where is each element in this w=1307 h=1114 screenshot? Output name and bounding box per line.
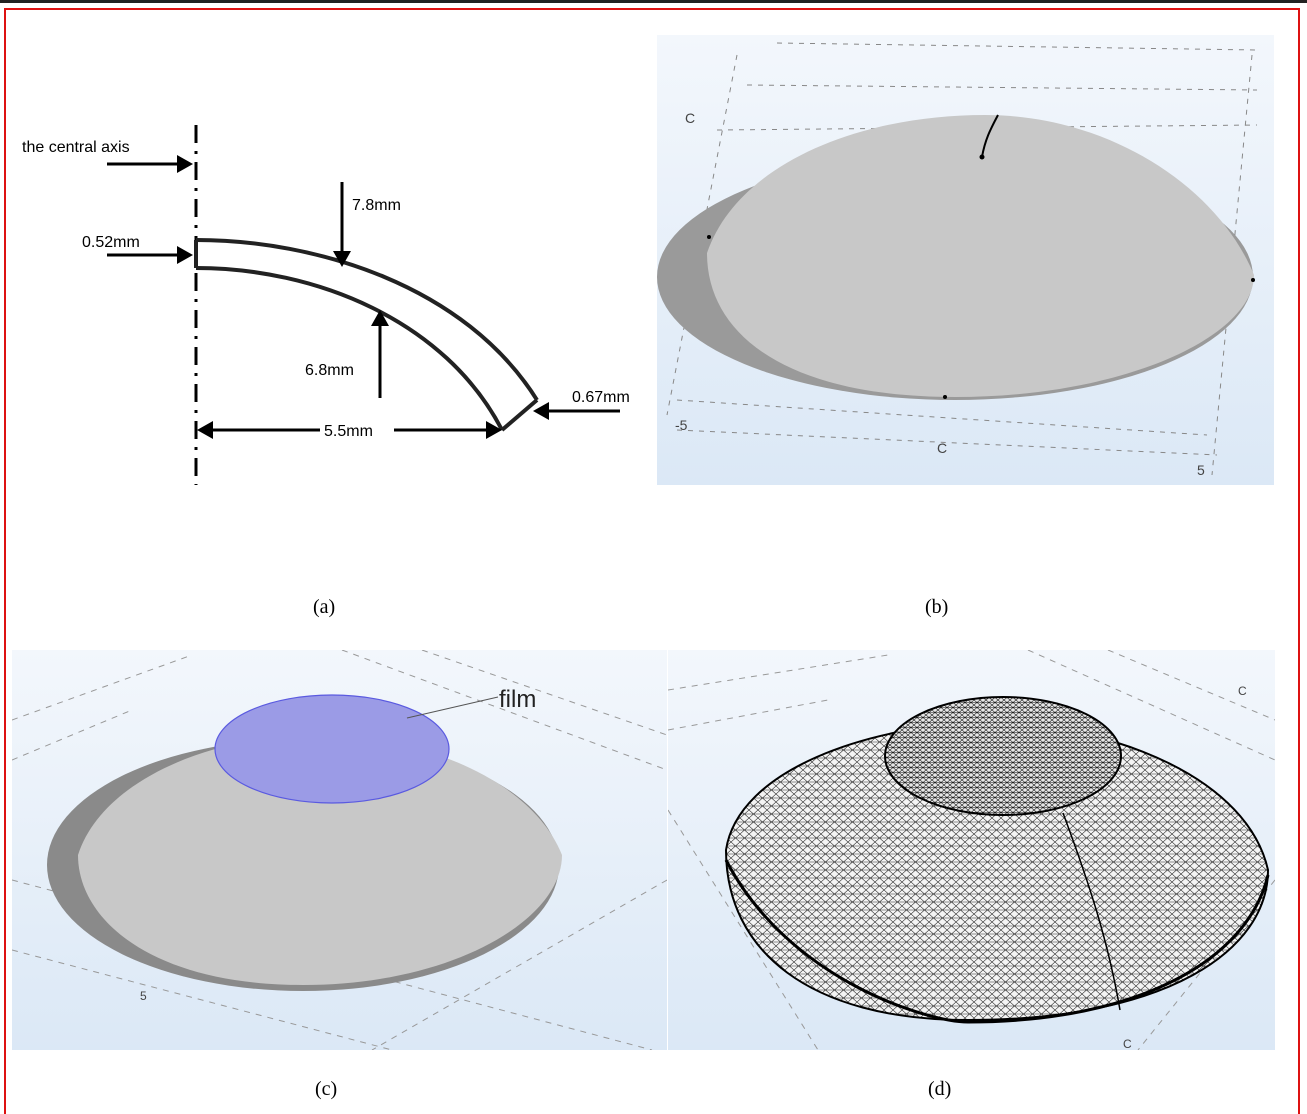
film-leader-line bbox=[406, 696, 499, 719]
caption-d: (d) bbox=[928, 1078, 952, 1100]
mesh-bottom-rim bbox=[724, 859, 1270, 1024]
outer-radius-label: 7.8mm bbox=[352, 197, 401, 214]
panel-b-viewport: C -5 C 5 bbox=[657, 35, 1274, 485]
outer-arc bbox=[195, 238, 539, 402]
film-label: film bbox=[499, 686, 536, 713]
width-label-bg bbox=[320, 419, 394, 439]
axis-arrowhead bbox=[177, 155, 193, 173]
panel-c-viewport: film 5 bbox=[12, 650, 667, 1050]
film-ellipse bbox=[214, 694, 450, 804]
thickness-top-arrowhead bbox=[177, 246, 193, 264]
schematic-svg: the central axis 0.52mm 7.8mm 6.8mm 5.5m… bbox=[22, 125, 630, 485]
vertex-point bbox=[979, 154, 985, 160]
inner-radius-label: 6.8mm bbox=[305, 362, 354, 379]
thickness-top-label: 0.52mm bbox=[82, 234, 140, 251]
inner-arc bbox=[195, 266, 504, 431]
mesh-film-region bbox=[884, 696, 1122, 816]
tick-label-top-right: C bbox=[1238, 684, 1247, 698]
tick-label-bottom-left: 5 bbox=[140, 989, 147, 1003]
width-arrowhead-left bbox=[197, 421, 213, 439]
thickness-edge-label: 0.67mm bbox=[572, 389, 630, 406]
caption-a: (a) bbox=[313, 596, 336, 618]
mesh-seam-line bbox=[1062, 812, 1121, 1011]
edge-point-right bbox=[1251, 278, 1255, 282]
tick-label-left-top: C bbox=[685, 110, 695, 126]
axis-label: the central axis bbox=[22, 139, 130, 156]
tick-label-mid: C bbox=[937, 440, 947, 456]
panel-c-svg: film 5 bbox=[12, 650, 667, 1050]
tick-label-right: 5 bbox=[1197, 462, 1205, 478]
lens-edge-curve bbox=[981, 114, 999, 158]
caption-b: (b) bbox=[925, 596, 949, 618]
lens-surface bbox=[78, 735, 562, 985]
panel-b-svg: C -5 C 5 bbox=[657, 42, 1258, 478]
edge-point-bottom bbox=[943, 395, 947, 399]
outer-radius-arrowhead bbox=[333, 251, 351, 267]
edge-line bbox=[500, 398, 539, 432]
inner-radius-arrowhead bbox=[371, 310, 389, 326]
panel-d-svg: C C bbox=[668, 650, 1275, 1050]
mesh-lens-surface bbox=[724, 720, 1270, 1022]
panel-a-schematic: the central axis 0.52mm 7.8mm 6.8mm 5.5m… bbox=[15, 110, 655, 490]
thickness-edge-arrowhead bbox=[533, 402, 549, 420]
tick-label-bottom: C bbox=[1123, 1037, 1132, 1050]
tick-label-left: -5 bbox=[675, 417, 688, 433]
figure-frame bbox=[4, 8, 1300, 1114]
width-arrowhead-right bbox=[486, 421, 502, 439]
width-label: 5.5mm bbox=[324, 423, 373, 440]
lens-surface bbox=[707, 115, 1254, 397]
panel-d-viewport: C C bbox=[668, 650, 1275, 1050]
caption-c: (c) bbox=[315, 1078, 338, 1100]
top-rule bbox=[0, 0, 1307, 3]
edge-point-left bbox=[707, 235, 711, 239]
